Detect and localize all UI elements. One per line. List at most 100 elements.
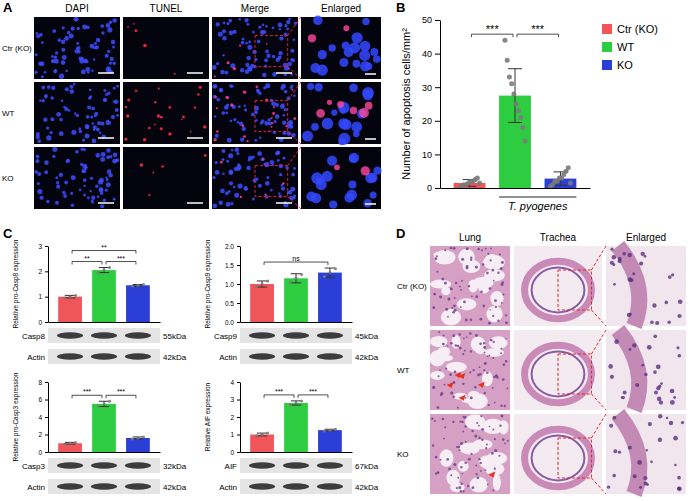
texture-dot bbox=[264, 121, 269, 126]
texture-dot bbox=[261, 119, 265, 123]
texture-dot bbox=[85, 67, 90, 72]
texture-dot bbox=[670, 400, 675, 405]
texture-alveolus bbox=[490, 291, 503, 306]
texture-dot bbox=[240, 68, 244, 72]
texture-dot bbox=[36, 34, 40, 38]
texture-dot bbox=[216, 22, 220, 26]
texture-dot bbox=[670, 389, 675, 394]
blot-band bbox=[249, 353, 275, 359]
scale-bar bbox=[365, 138, 376, 140]
y-axis: 01020304050 bbox=[422, 15, 441, 193]
texture-dot bbox=[370, 48, 378, 56]
texture-dot bbox=[143, 44, 147, 48]
texture-dot bbox=[61, 48, 65, 52]
texture-dot bbox=[635, 383, 639, 387]
texture-dot bbox=[283, 33, 287, 37]
legend: Ctr (KO)WTKO bbox=[602, 23, 658, 71]
micrograph bbox=[301, 147, 381, 209]
texture-dot bbox=[282, 103, 285, 106]
texture-dot bbox=[656, 364, 661, 369]
y-tick: 3 bbox=[38, 243, 48, 250]
texture-dot bbox=[114, 100, 118, 104]
texture-dot bbox=[224, 105, 229, 110]
texture-dot bbox=[365, 63, 372, 70]
texture-dot bbox=[238, 105, 241, 108]
texture-dot bbox=[271, 117, 273, 119]
texture-dot bbox=[262, 30, 266, 34]
texture-dot bbox=[608, 364, 613, 369]
texture-dot bbox=[678, 354, 682, 358]
texture-dot bbox=[154, 124, 156, 126]
y-tick-mark bbox=[237, 265, 240, 266]
y-tick-mark bbox=[435, 121, 440, 122]
blot-band bbox=[91, 353, 117, 359]
y-tick-label: 30 bbox=[422, 83, 432, 93]
significance-bracket bbox=[264, 395, 294, 398]
y-axis: 0123 bbox=[38, 243, 48, 326]
texture-dot bbox=[359, 50, 370, 61]
texture-dot bbox=[219, 88, 223, 92]
texture-dot bbox=[272, 27, 275, 30]
texture-alveolus bbox=[465, 414, 485, 429]
texture-dot bbox=[266, 43, 268, 45]
blot-size: 55kDa bbox=[163, 332, 187, 341]
texture-dot bbox=[64, 36, 69, 41]
texture-dot bbox=[69, 89, 74, 94]
texture-dot bbox=[62, 26, 65, 29]
y-tick-mark bbox=[45, 246, 48, 247]
texture-dot bbox=[455, 344, 457, 346]
texture-dot bbox=[79, 130, 83, 134]
texture-dot bbox=[470, 257, 472, 259]
texture-dot bbox=[54, 55, 58, 59]
texture-dot bbox=[470, 396, 473, 399]
y-tick-mark bbox=[435, 154, 440, 155]
column-label: Lung bbox=[459, 232, 481, 243]
texture-dot bbox=[302, 131, 313, 142]
texture-dot bbox=[437, 406, 440, 409]
texture-dot bbox=[243, 135, 246, 138]
bar bbox=[92, 270, 116, 322]
texture-dot bbox=[91, 107, 95, 111]
texture-dot bbox=[318, 50, 327, 59]
texture-dot bbox=[490, 339, 492, 341]
texture-alveolus bbox=[458, 461, 469, 472]
y-tick: 2.0 bbox=[225, 243, 240, 250]
texture-dot bbox=[86, 115, 90, 119]
texture-dot bbox=[103, 98, 107, 102]
texture-dot bbox=[240, 138, 244, 142]
texture-dot bbox=[125, 106, 127, 108]
texture-dot bbox=[667, 320, 671, 324]
texture-dot bbox=[658, 414, 662, 418]
texture-dot bbox=[248, 40, 251, 43]
texture-dot bbox=[343, 25, 349, 31]
texture-dot bbox=[647, 345, 652, 350]
arrow bbox=[478, 382, 485, 388]
texture-dot bbox=[505, 314, 507, 316]
texture-dot bbox=[134, 29, 137, 32]
texture-dot bbox=[316, 109, 325, 118]
texture-dot bbox=[350, 107, 357, 114]
texture-dot bbox=[233, 186, 236, 189]
data-point bbox=[63, 443, 66, 446]
texture-dot bbox=[245, 69, 250, 74]
significance-label: *** bbox=[531, 23, 545, 35]
texture-dot bbox=[629, 348, 632, 351]
texture-dot bbox=[639, 261, 643, 265]
texture-dot bbox=[632, 272, 635, 275]
texture-dot bbox=[84, 185, 86, 187]
texture-dot bbox=[227, 138, 232, 143]
texture-dot bbox=[228, 153, 233, 158]
texture-dot bbox=[243, 186, 247, 190]
texture-alveolus bbox=[451, 335, 460, 349]
texture-dot bbox=[278, 51, 283, 56]
significance-bracket bbox=[298, 395, 328, 398]
texture-dot bbox=[203, 125, 206, 128]
y-axis-title: Relative pro-Casp8 expression bbox=[12, 239, 20, 328]
y-tick-label: 1.5 bbox=[225, 262, 234, 269]
texture-dot bbox=[279, 173, 281, 175]
texture-dot bbox=[229, 30, 234, 35]
texture-dot bbox=[362, 87, 374, 99]
texture-dot bbox=[308, 34, 316, 42]
significance-bracket bbox=[264, 262, 328, 265]
texture-dot bbox=[291, 89, 293, 91]
